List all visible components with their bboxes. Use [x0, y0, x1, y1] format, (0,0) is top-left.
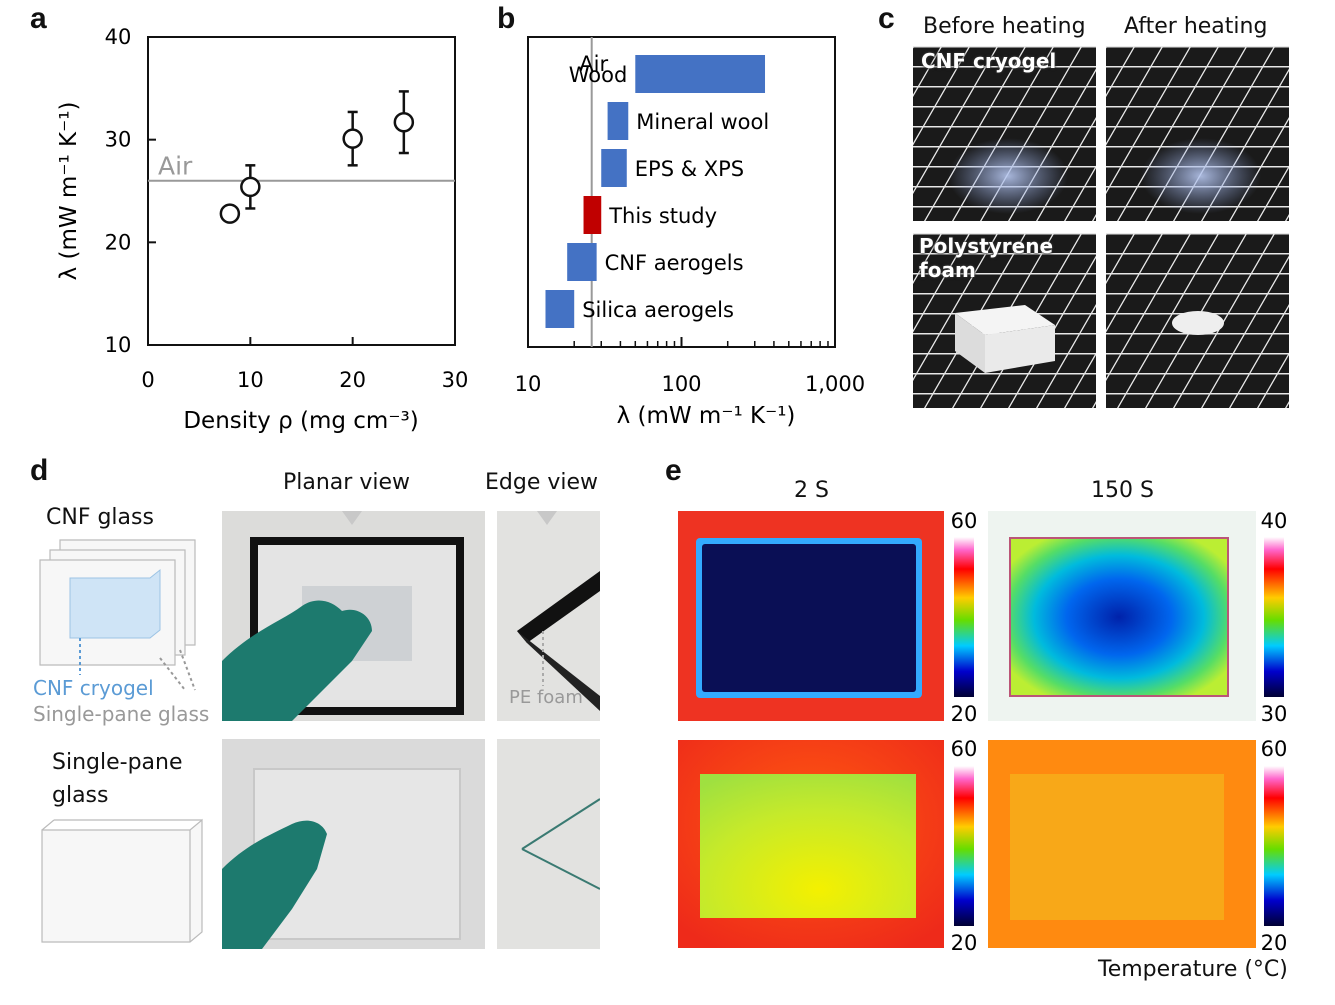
chart-b: 10 100 1,000 Air Wood Mineral wool EPS & XPS…: [515, 36, 865, 429]
c-cnf-label: CNF cryogel: [921, 49, 1057, 73]
b-bar: [567, 243, 597, 281]
panel-letter-e: e: [665, 454, 682, 487]
b-bar-label: Wood: [569, 63, 628, 87]
cbar1-min: 20: [951, 702, 978, 726]
b-bar-label: This study: [608, 204, 717, 228]
d-cnf-cryogel-label: CNF cryogel: [33, 676, 154, 700]
a-ytick-label: 10: [105, 333, 132, 357]
a-data-point: [240, 176, 261, 198]
photo-ps-after: [1106, 233, 1289, 408]
cbar1-max: 60: [951, 509, 978, 533]
a-xtick-label: 30: [442, 368, 469, 392]
photo-cnf-after: [1106, 46, 1289, 221]
photo-ps-before: Polystyrene foam: [913, 233, 1096, 408]
c-before-heading: Before heating: [923, 14, 1086, 39]
colorbar-1: [954, 537, 974, 697]
a-ytick-label: 40: [105, 25, 132, 49]
c-ps-label-2: foam: [919, 258, 976, 282]
chart-b-xlabel: λ (mW m⁻¹ K⁻¹): [617, 403, 796, 429]
panel-letter-b: b: [497, 2, 516, 35]
thermal-maps: 60 20 40 30 60 20 60 20: [678, 509, 1288, 955]
d-cnf-glass-title: CNF glass: [46, 505, 154, 530]
photo-cnf-edge: PE foam: [497, 511, 600, 721]
photo-single-edge: [497, 739, 600, 949]
b-xtick-label: 10: [515, 372, 542, 396]
a-data-point: [393, 111, 415, 133]
b-bar: [583, 196, 602, 234]
d-edge-heading: Edge view: [485, 470, 599, 495]
photo-cnf-before: CNF cryogel: [913, 46, 1096, 221]
b-bar: [607, 102, 629, 140]
colorbar-3: [954, 766, 974, 926]
chart-a-xlabel: Density ρ (mg cm⁻³): [183, 408, 418, 434]
a-xtick-label: 10: [237, 368, 264, 392]
d-single-pane-title-1: Single-pane: [52, 750, 183, 775]
colorbar-2: [1264, 537, 1284, 697]
d-planar-heading: Planar view: [283, 470, 410, 495]
a-xtick-label: 0: [141, 368, 154, 392]
cbar2-min: 30: [1261, 702, 1288, 726]
b-xtick-label: 1,000: [805, 372, 865, 396]
c-ps-label-1: Polystyrene: [919, 234, 1054, 258]
panel-letter-a: a: [30, 2, 47, 35]
colorbar-4: [1264, 766, 1284, 926]
e-col-150s: 150 S: [1091, 478, 1154, 503]
a-ytick-label: 30: [105, 128, 132, 152]
a-data-point: [219, 203, 241, 224]
a-data-point: [342, 128, 363, 149]
cbar4-min: 20: [1261, 931, 1288, 955]
e-temperature-label: Temperature (°C): [1098, 957, 1288, 982]
cbar3-min: 20: [951, 931, 978, 955]
d-pe-foam-label: PE foam: [509, 687, 583, 708]
d-single-pane-label: Single-pane glass: [33, 702, 210, 726]
a-ytick-label: 20: [105, 230, 132, 254]
cbar4-max: 60: [1261, 737, 1288, 761]
cbar3-max: 60: [951, 737, 978, 761]
panel-letter-d: d: [30, 454, 49, 487]
cnf-glass-schematic: [39, 539, 196, 691]
a-xtick-label: 20: [339, 368, 366, 392]
b-bar: [601, 149, 627, 187]
e-col-2s: 2 S: [794, 478, 829, 503]
single-pane-schematic: [41, 818, 203, 943]
d-single-pane-title-2: glass: [52, 783, 109, 808]
b-air-label: Air: [579, 52, 608, 76]
photo-cnf-planar: [222, 511, 485, 721]
chart-a-ylabel: λ (mW m⁻¹ K⁻¹): [56, 102, 82, 281]
panel-letter-c: c: [878, 2, 895, 35]
b-bar-label: CNF aerogels: [605, 251, 744, 275]
cbar2-max: 40: [1261, 509, 1288, 533]
b-bar-label: Silica aerogels: [582, 298, 734, 322]
b-bar-label: EPS & XPS: [635, 157, 744, 181]
b-bar-label: Mineral wool: [636, 110, 769, 134]
c-after-heading: After heating: [1124, 14, 1268, 39]
b-bar: [545, 290, 575, 328]
photo-single-planar: [222, 739, 485, 949]
b-xtick-label: 100: [661, 372, 701, 396]
chart-a-frame: [147, 36, 456, 346]
a-air-label: Air: [158, 152, 193, 181]
b-bar: [635, 55, 766, 93]
